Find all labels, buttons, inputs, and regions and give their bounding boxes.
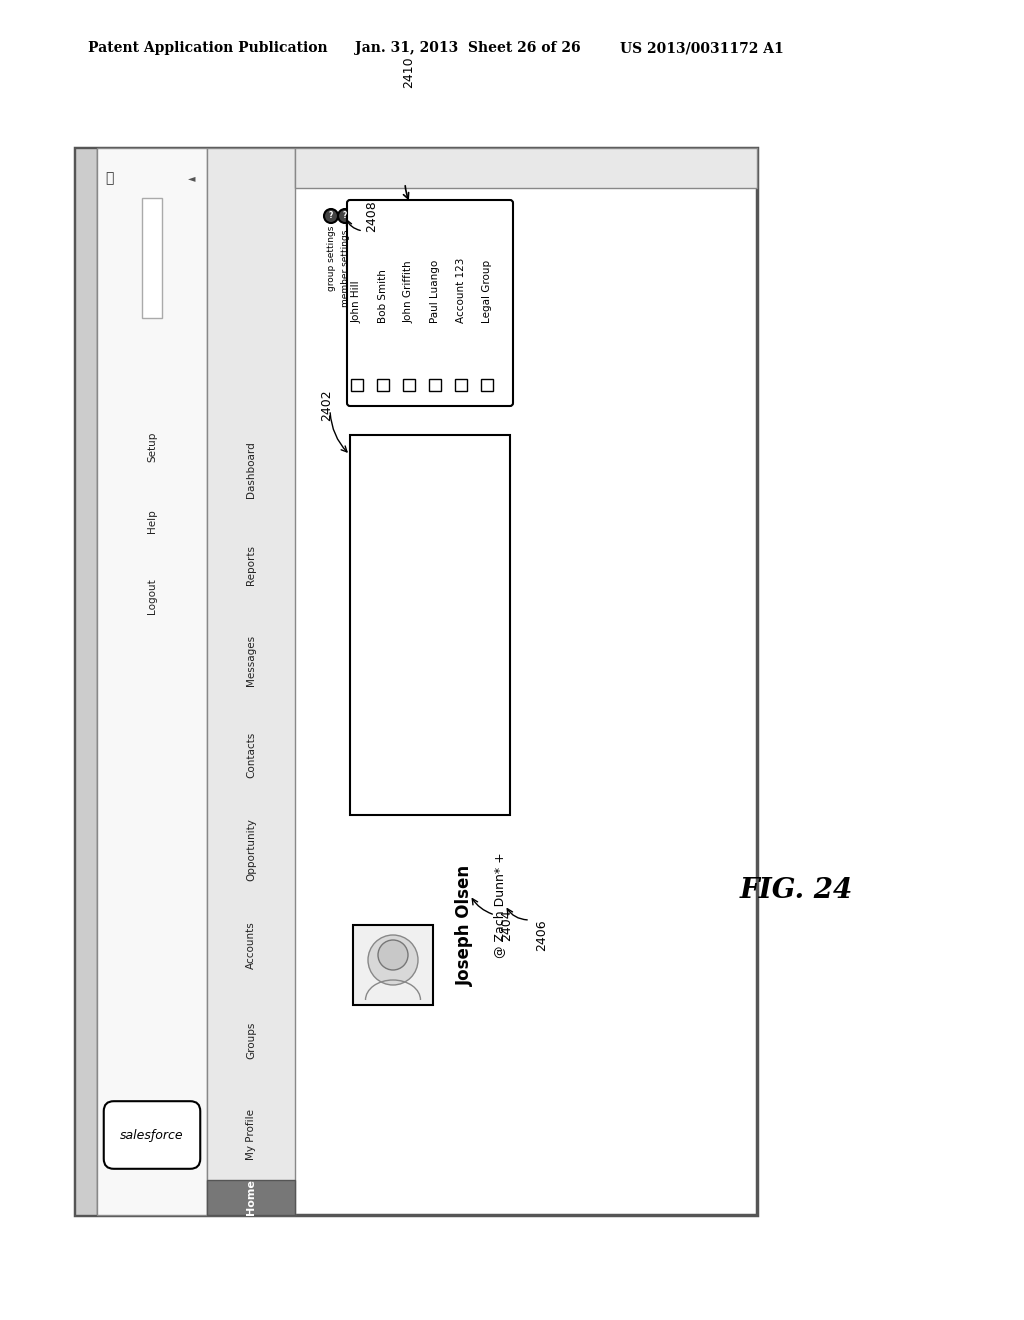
Text: John Griffith: John Griffith [404,260,414,323]
Text: group settings: group settings [327,226,336,290]
Text: Logout: Logout [147,578,157,614]
Bar [142,198,162,318]
Text: ?: ? [343,211,347,220]
Bar [75,148,757,1214]
Text: ?: ? [329,211,333,220]
Circle shape [338,209,352,223]
Text: John Hill: John Hill [352,280,362,323]
Bar [377,379,389,391]
Bar [353,925,433,1005]
Bar [207,148,295,1214]
Text: Dashboard: Dashboard [246,442,256,499]
Text: Jan. 31, 2013  Sheet 26 of 26: Jan. 31, 2013 Sheet 26 of 26 [355,41,581,55]
Bar [97,148,207,1214]
Text: US 2013/0031172 A1: US 2013/0031172 A1 [620,41,783,55]
Text: Bob Smith: Bob Smith [378,269,388,323]
Text: Groups: Groups [246,1022,256,1059]
Text: Setup: Setup [147,432,157,462]
Text: ⬜: ⬜ [104,172,114,185]
Text: 2404: 2404 [500,909,513,941]
Text: ◄: ◄ [188,173,196,183]
Text: 2402: 2402 [319,389,333,421]
Text: Opportunity: Opportunity [246,818,256,882]
Text: FIG. 24: FIG. 24 [740,876,853,903]
Bar [351,379,362,391]
Text: My Profile: My Profile [246,1110,256,1160]
Text: Patent Application Publication: Patent Application Publication [88,41,328,55]
Text: Accounts: Accounts [246,921,256,969]
Bar [455,379,467,391]
Circle shape [324,209,338,223]
Text: Joseph Olsen: Joseph Olsen [456,865,474,986]
Text: Home: Home [246,1180,256,1216]
Bar [481,379,493,391]
FancyBboxPatch shape [103,1101,201,1168]
FancyBboxPatch shape [347,201,513,407]
Text: 2410: 2410 [402,57,415,88]
Text: Contacts: Contacts [246,731,256,777]
Bar [295,148,757,187]
Bar [75,148,97,1214]
Text: Help: Help [147,510,157,533]
Bar [429,379,441,391]
Bar [403,379,415,391]
Text: Legal Group: Legal Group [482,260,492,323]
Text: 2408: 2408 [365,201,378,232]
Text: member settings: member settings [341,230,349,306]
Circle shape [368,935,418,985]
Bar [207,1180,295,1214]
Text: Messages: Messages [246,635,256,685]
Text: salesƒorce: salesƒorce [120,1129,184,1142]
Text: Reports: Reports [246,545,256,585]
Bar [75,148,757,1214]
Text: Paul Luango: Paul Luango [430,260,440,323]
Circle shape [378,940,408,970]
Bar [350,436,510,814]
Text: 2406: 2406 [535,919,548,950]
Text: Account 123: Account 123 [456,257,466,323]
Text: @ Zach Dunn* +: @ Zach Dunn* + [494,853,507,958]
